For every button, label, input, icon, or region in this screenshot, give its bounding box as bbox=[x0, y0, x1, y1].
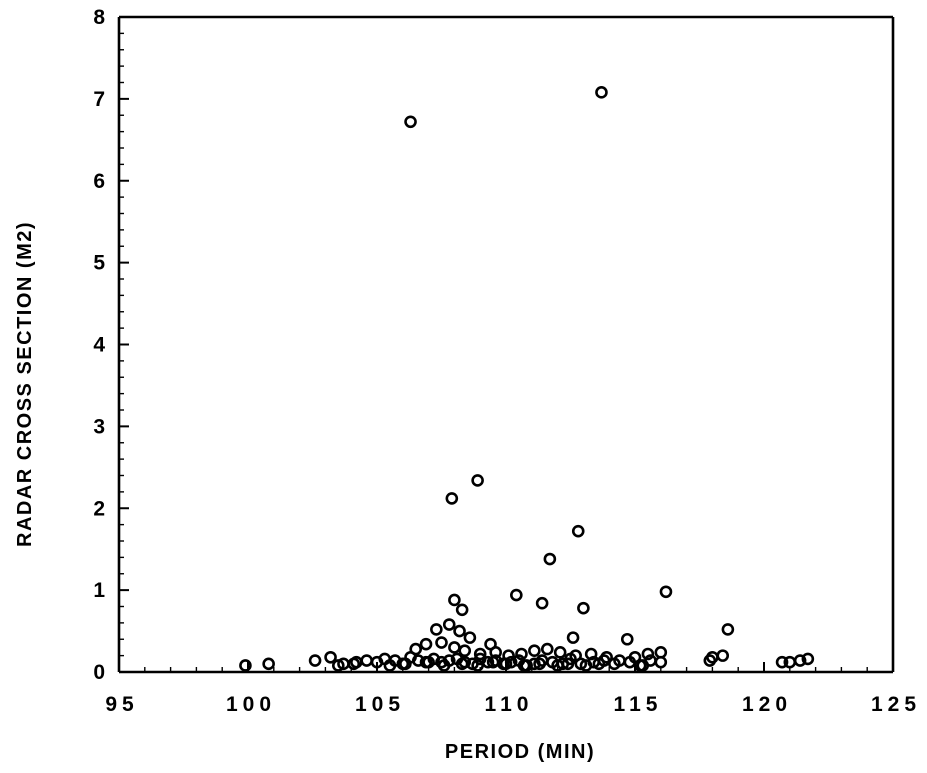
data-point bbox=[383, 659, 397, 672]
y-tick-label: 1 bbox=[93, 579, 105, 602]
data-point bbox=[399, 657, 412, 671]
data-point bbox=[442, 618, 456, 631]
data-point bbox=[262, 657, 275, 671]
data-point bbox=[445, 492, 459, 505]
x-tick-label: 95 bbox=[105, 693, 138, 716]
data-point bbox=[435, 636, 448, 649]
data-point bbox=[533, 657, 546, 671]
data-point bbox=[654, 655, 668, 669]
data-point bbox=[453, 624, 466, 638]
data-point bbox=[659, 585, 673, 599]
data-point bbox=[458, 644, 472, 658]
x-tick-label: 110 bbox=[485, 693, 534, 716]
data-point bbox=[620, 632, 634, 646]
data-point bbox=[473, 647, 487, 661]
data-point bbox=[571, 524, 585, 538]
data-point bbox=[561, 657, 575, 671]
data-point bbox=[517, 659, 531, 672]
data-point bbox=[471, 659, 484, 672]
minor-ticks bbox=[119, 32, 868, 672]
major-ticks bbox=[118, 16, 894, 673]
data-point bbox=[535, 596, 549, 610]
data-point bbox=[641, 647, 655, 661]
y-tick-label: 8 bbox=[93, 6, 105, 29]
y-tick-label: 4 bbox=[93, 334, 105, 357]
data-point bbox=[239, 659, 252, 672]
y-tick-label: 6 bbox=[93, 170, 105, 193]
data-point bbox=[775, 655, 789, 669]
y-tick-labels: 0 1 2 3 4 5 6 7 8 bbox=[93, 6, 105, 684]
data-point bbox=[528, 644, 541, 658]
data-point bbox=[793, 654, 807, 667]
x-tick-label: 120 bbox=[742, 693, 792, 716]
y-tick-label: 0 bbox=[93, 661, 105, 684]
data-point bbox=[721, 623, 735, 636]
data-point bbox=[592, 657, 606, 671]
x-tick-label: 125 bbox=[871, 693, 921, 716]
data-point bbox=[654, 646, 668, 659]
x-tick-label: 100 bbox=[226, 693, 276, 716]
data-point bbox=[577, 601, 590, 615]
y-tick-label: 2 bbox=[93, 497, 105, 520]
y-tick-label: 3 bbox=[93, 415, 105, 438]
data-point bbox=[455, 657, 469, 671]
data-point bbox=[515, 647, 528, 661]
data-point bbox=[422, 655, 435, 669]
data-point bbox=[716, 649, 730, 662]
data-point bbox=[430, 623, 443, 636]
data-point bbox=[543, 552, 557, 566]
data-point bbox=[448, 593, 461, 607]
y-tick-label: 7 bbox=[93, 88, 105, 111]
data-point bbox=[331, 659, 345, 672]
data-point bbox=[324, 650, 337, 664]
data-point bbox=[801, 652, 815, 666]
data-point bbox=[448, 641, 461, 654]
data-point bbox=[308, 654, 322, 667]
x-tick-labels: 95 100 105 110 115 120 125 bbox=[105, 693, 921, 716]
x-tick-label: 115 bbox=[614, 693, 663, 716]
data-point bbox=[566, 631, 580, 644]
data-point bbox=[463, 631, 477, 644]
data-point bbox=[510, 588, 523, 602]
data-point bbox=[540, 642, 554, 656]
data-point bbox=[499, 657, 513, 671]
data-point bbox=[437, 659, 451, 672]
data-point bbox=[471, 474, 484, 487]
data-point bbox=[595, 86, 608, 99]
data-point bbox=[486, 655, 500, 669]
data-points bbox=[239, 86, 815, 672]
y-tick-label: 5 bbox=[93, 252, 105, 275]
data-point bbox=[360, 654, 373, 667]
data-point bbox=[703, 654, 717, 667]
data-point bbox=[608, 657, 621, 671]
data-point bbox=[455, 603, 469, 617]
data-point bbox=[419, 637, 433, 651]
data-point bbox=[347, 657, 361, 671]
data-point bbox=[636, 659, 650, 672]
data-point bbox=[553, 646, 567, 659]
y-axis-title: RADAR CROSS SECTION (M2) bbox=[14, 221, 36, 547]
x-axis-title: PERIOD (MIN) bbox=[445, 741, 595, 763]
x-tick-label: 105 bbox=[355, 693, 405, 716]
data-point bbox=[579, 659, 593, 672]
data-point bbox=[404, 115, 417, 129]
